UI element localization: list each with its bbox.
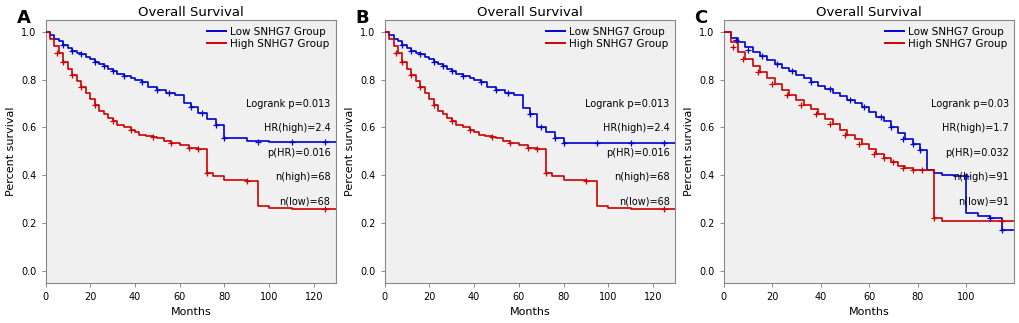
Y-axis label: Percent survival: Percent survival	[344, 107, 355, 196]
Text: n(high)=68: n(high)=68	[274, 172, 330, 182]
Text: n(high)=68: n(high)=68	[613, 172, 668, 182]
Legend: Low SNHG7 Group, High SNHG7 Group: Low SNHG7 Group, High SNHG7 Group	[882, 25, 1008, 51]
Text: C: C	[694, 9, 707, 27]
Legend: Low SNHG7 Group, High SNHG7 Group: Low SNHG7 Group, High SNHG7 Group	[543, 25, 669, 51]
Y-axis label: Percent survival: Percent survival	[5, 107, 15, 196]
X-axis label: Months: Months	[510, 307, 550, 318]
Title: Overall Survival: Overall Survival	[477, 5, 582, 18]
X-axis label: Months: Months	[170, 307, 211, 318]
Text: n(low)=68: n(low)=68	[619, 197, 668, 206]
Text: Logrank p=0.013: Logrank p=0.013	[585, 99, 668, 109]
Text: n(high)=91: n(high)=91	[952, 172, 1008, 182]
Text: p(HR)=0.032: p(HR)=0.032	[944, 148, 1008, 158]
Title: Overall Survival: Overall Survival	[815, 5, 921, 18]
Text: B: B	[356, 9, 369, 27]
Text: p(HR)=0.016: p(HR)=0.016	[605, 148, 668, 158]
X-axis label: Months: Months	[848, 307, 889, 318]
Text: HR(high)=1.7: HR(high)=1.7	[941, 123, 1008, 133]
Text: Logrank p=0.03: Logrank p=0.03	[929, 99, 1008, 109]
Legend: Low SNHG7 Group, High SNHG7 Group: Low SNHG7 Group, High SNHG7 Group	[205, 25, 331, 51]
Text: n(low)=91: n(low)=91	[957, 197, 1008, 206]
Text: Logrank p=0.013: Logrank p=0.013	[246, 99, 330, 109]
Title: Overall Survival: Overall Survival	[138, 5, 244, 18]
Text: n(low)=68: n(low)=68	[279, 197, 330, 206]
Y-axis label: Percent survival: Percent survival	[683, 107, 693, 196]
Text: A: A	[16, 9, 31, 27]
Text: HR(high)=2.4: HR(high)=2.4	[264, 123, 330, 133]
Text: p(HR)=0.016: p(HR)=0.016	[267, 148, 330, 158]
Text: HR(high)=2.4: HR(high)=2.4	[602, 123, 668, 133]
